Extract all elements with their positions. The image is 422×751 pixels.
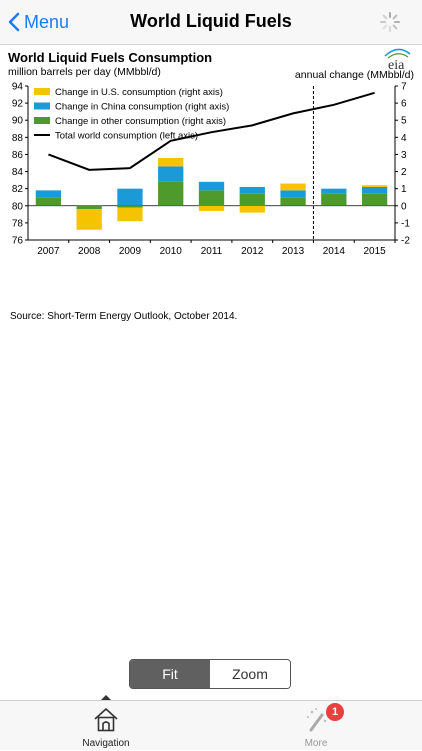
- bar-segment: [158, 157, 184, 167]
- x-tick-label: 2013: [282, 246, 305, 257]
- magic-wand-icon: [307, 708, 327, 732]
- bar-segment: [239, 193, 265, 206]
- navigation-bar: Menu World Liquid Fuels: [0, 0, 422, 45]
- chart-container: World Liquid Fuels Consumption million b…: [0, 44, 422, 322]
- left-tick-label: 78: [12, 218, 24, 229]
- eia-logo-text: eia: [388, 58, 405, 73]
- right-tick-label: 2: [401, 167, 407, 178]
- x-tick-label: 2007: [37, 246, 60, 257]
- legend-swatch: [34, 117, 50, 124]
- bar-segment: [321, 193, 347, 206]
- bar-segment: [361, 186, 388, 194]
- bar-segment: [158, 181, 184, 206]
- left-tick-label: 76: [12, 236, 24, 247]
- bar-segment: [198, 190, 225, 206]
- bar-segment: [117, 205, 143, 208]
- right-tick-label: 0: [401, 201, 407, 212]
- menu-back-label: Menu: [24, 11, 70, 32]
- x-tick-label: 2011: [201, 246, 223, 257]
- legend-entry: Change in China consumption (right axis): [55, 102, 229, 113]
- right-tick-label: 7: [401, 82, 407, 93]
- menu-back-button[interactable]: Menu: [8, 8, 69, 36]
- eia-logo: eia: [384, 48, 411, 73]
- notification-badge: 1: [326, 703, 344, 721]
- fit-button[interactable]: Fit: [130, 660, 210, 688]
- bar-segment: [361, 193, 388, 206]
- tab-bar: Navigation More: [0, 700, 422, 750]
- left-tick-label: 90: [12, 116, 24, 127]
- left-tick-label: 82: [12, 184, 24, 195]
- tab-navigation[interactable]: Navigation: [56, 701, 156, 751]
- bar-segment: [117, 207, 143, 222]
- bar-segment: [35, 190, 62, 198]
- legend-swatch: [34, 88, 50, 95]
- x-tick-label: 2010: [160, 246, 183, 257]
- bar-segment: [280, 190, 306, 198]
- bar-segment: [280, 197, 306, 206]
- right-tick-label: -2: [401, 236, 410, 247]
- left-tick-label: 84: [12, 167, 24, 178]
- x-tick-label: 2008: [78, 246, 101, 257]
- source-note: Source: Short-Term Energy Outlook, Octob…: [10, 311, 238, 322]
- bar-segment: [76, 209, 102, 230]
- page-title: World Liquid Fuels: [130, 11, 292, 31]
- tab-navigation-label: Navigation: [82, 738, 130, 749]
- bar-segment: [198, 181, 225, 191]
- right-tick-label: 3: [401, 150, 407, 161]
- bar-segment: [76, 205, 102, 210]
- legend-entry: Change in other consumption (right axis): [55, 116, 226, 127]
- selected-tab-indicator: [101, 695, 111, 700]
- x-tick-label: 2009: [119, 246, 142, 257]
- chevron-left-icon: [8, 12, 20, 32]
- right-tick-label: -1: [401, 218, 410, 229]
- left-tick-label: 88: [12, 133, 24, 144]
- bar-segment: [117, 188, 143, 206]
- right-tick-label: 5: [401, 116, 407, 127]
- legend-entry: Change in U.S. consumption (right axis): [55, 87, 223, 98]
- left-tick-label: 80: [12, 201, 24, 212]
- bar-segment: [361, 185, 388, 187]
- right-axis-label: annual change (MMbbl/d): [295, 69, 414, 81]
- x-tick-label: 2015: [363, 246, 386, 257]
- left-tick-label: 86: [12, 150, 24, 161]
- bar-segment: [280, 183, 306, 191]
- bar-segment: [321, 188, 347, 194]
- left-tick-label: 94: [12, 82, 24, 93]
- right-tick-label: 6: [401, 99, 407, 110]
- left-axis-label: million barrels per day (MMbbl/d): [8, 66, 161, 78]
- legend-entry: Total world consumption (left axis): [55, 131, 198, 142]
- bar-segment: [198, 205, 225, 211]
- tab-more-label: More: [304, 738, 328, 749]
- tab-more[interactable]: More: [266, 701, 366, 751]
- world-liquid-fuels-chart: World Liquid Fuels Consumption million b…: [8, 48, 414, 257]
- bar-segment: [35, 197, 62, 206]
- bar-segment: [239, 186, 265, 194]
- bar-segment: [239, 205, 265, 213]
- home-icon: [94, 708, 118, 732]
- x-tick-label: 2012: [241, 246, 264, 257]
- x-tick-label: 2014: [323, 246, 346, 257]
- zoom-button[interactable]: Zoom: [210, 660, 290, 688]
- total-consumption-line: [48, 91, 375, 171]
- legend-swatch: [34, 102, 50, 110]
- left-tick-label: 92: [12, 99, 24, 110]
- spinner-icon: [380, 12, 400, 32]
- right-tick-label: 4: [401, 133, 407, 144]
- chart-title: World Liquid Fuels Consumption: [8, 50, 212, 65]
- view-mode-segmented-control: Fit Zoom: [129, 659, 291, 689]
- bar-segment: [158, 166, 184, 182]
- right-tick-label: 1: [401, 184, 407, 195]
